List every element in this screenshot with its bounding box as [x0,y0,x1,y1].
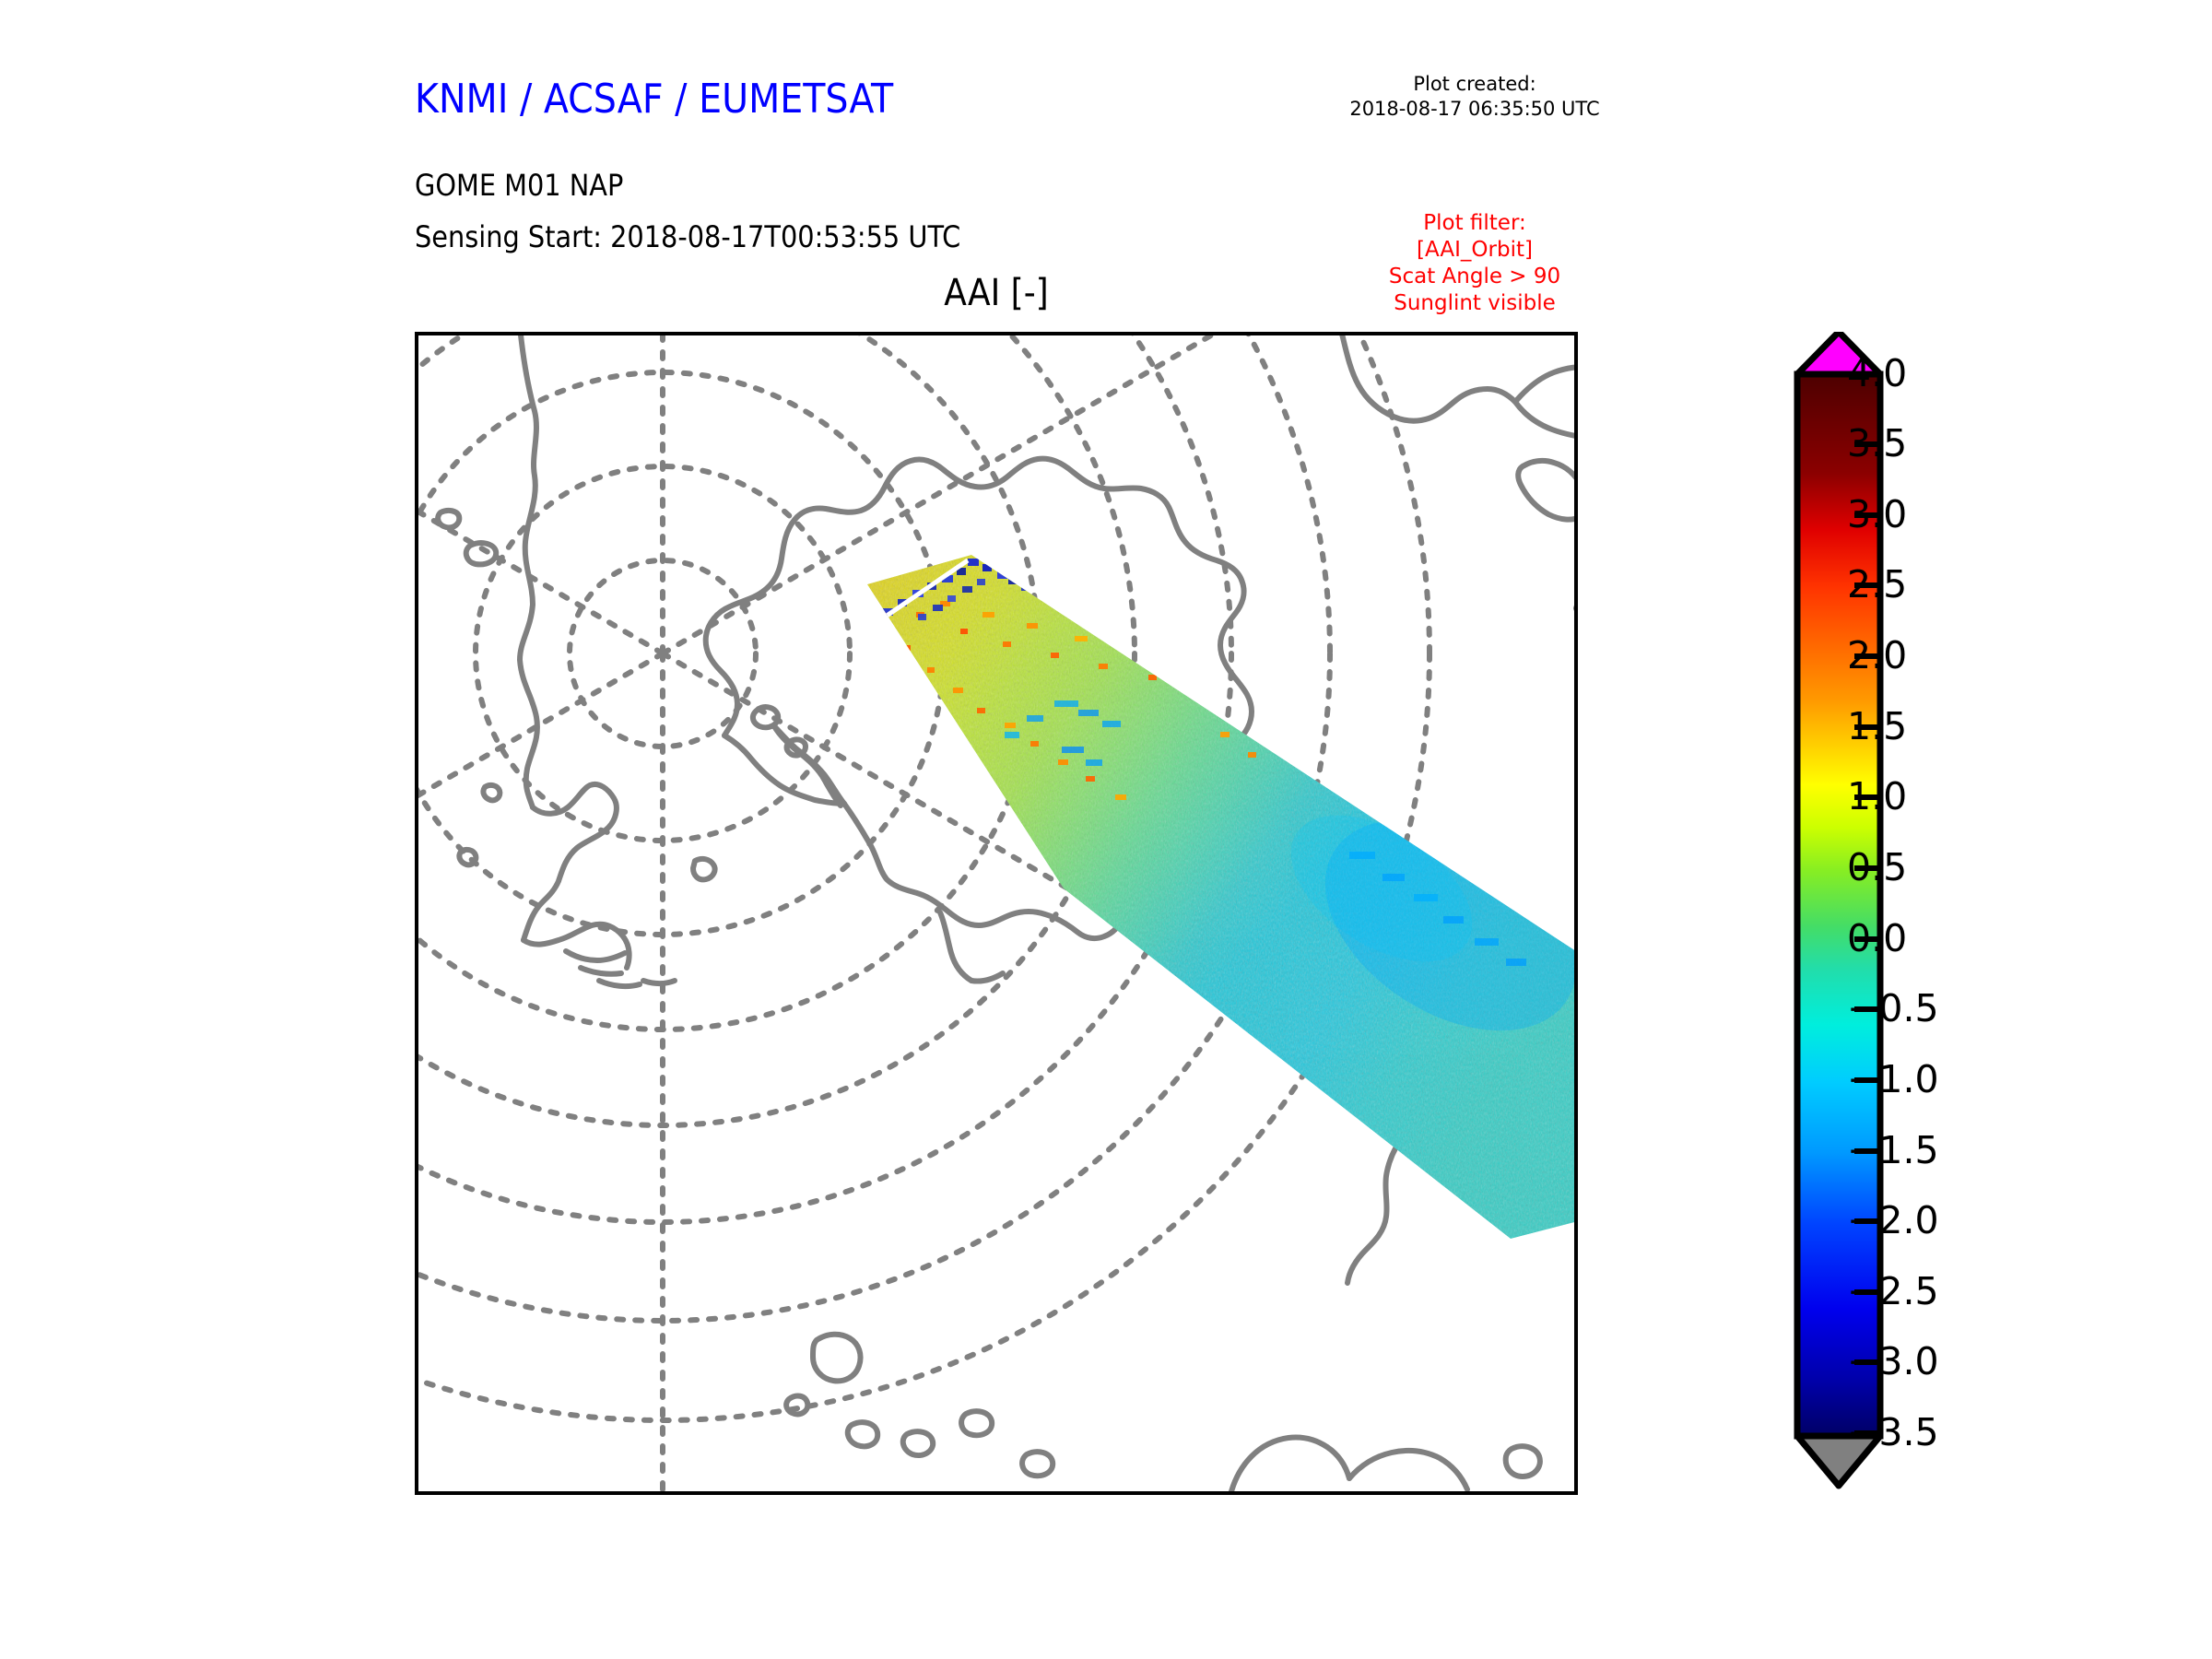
colorbar-tick-label: −2.5 [1847,1269,1939,1313]
colorbar-tick-label: 3.5 [1847,421,1908,465]
plot-filter-block: Plot filter: [AAI_Orbit] Scat Angle > 90… [1336,210,1613,317]
colorbar[interactable]: 4.0 3.5 3.0 2.5 2.0 1.5 1.0 0.5 0.0 −0.5… [1788,332,2175,1512]
colorbar-tick-label: 2.5 [1847,562,1908,606]
colorbar-gradient [1794,371,1884,1440]
sensing-start-label: Sensing Start: 2018-08-17T00:53:55 UTC [415,219,961,254]
colorbar-tick-label: 2.0 [1847,633,1908,677]
colorbar-tick-label: 4.0 [1847,351,1908,395]
colorbar-tick-label: −3.0 [1847,1339,1939,1383]
colorbar-tick-label: 1.0 [1847,774,1908,818]
plot-filter-condition: Scat Angle > 90 [1388,265,1561,288]
plot-created-label: Plot created: [1413,73,1536,95]
plot-filter-note: Sunglint visible [1394,291,1556,315]
colorbar-tick-label: −1.5 [1847,1128,1939,1172]
plot-filter-label: Plot filter: [1423,211,1526,235]
colorbar-ticks [1854,371,1880,1436]
colorbar-tick-label: −1.0 [1847,1057,1939,1101]
colorbar-canvas [1794,332,1884,1489]
colorbar-tick-label: 3.0 [1847,492,1908,536]
instrument-label: GOME M01 NAP [415,168,624,203]
plot-filter-name: [AAI_Orbit] [1417,238,1533,262]
map-canvas [418,335,1574,1491]
colorbar-tick-label: 0.5 [1847,845,1908,889]
map-plot-area[interactable] [415,332,1578,1495]
colorbar-tick-label: −3.5 [1847,1410,1939,1454]
organisation-title: KNMI / ACSAF / EUMETSAT [415,76,894,123]
plot-created-block: Plot created: 2018-08-17 06:35:50 UTC [1309,72,1641,122]
plot-created-value: 2018-08-17 06:35:50 UTC [1349,98,1600,120]
colorbar-tick-label: 0.0 [1847,916,1908,960]
plot-title: AAI [-] [944,272,1049,314]
colorbar-tick-label: −2.0 [1847,1198,1939,1242]
colorbar-under-arrow [1794,1432,1884,1489]
colorbar-tick-label: 1.5 [1847,704,1908,748]
colorbar-tick-label: −0.5 [1847,986,1939,1030]
